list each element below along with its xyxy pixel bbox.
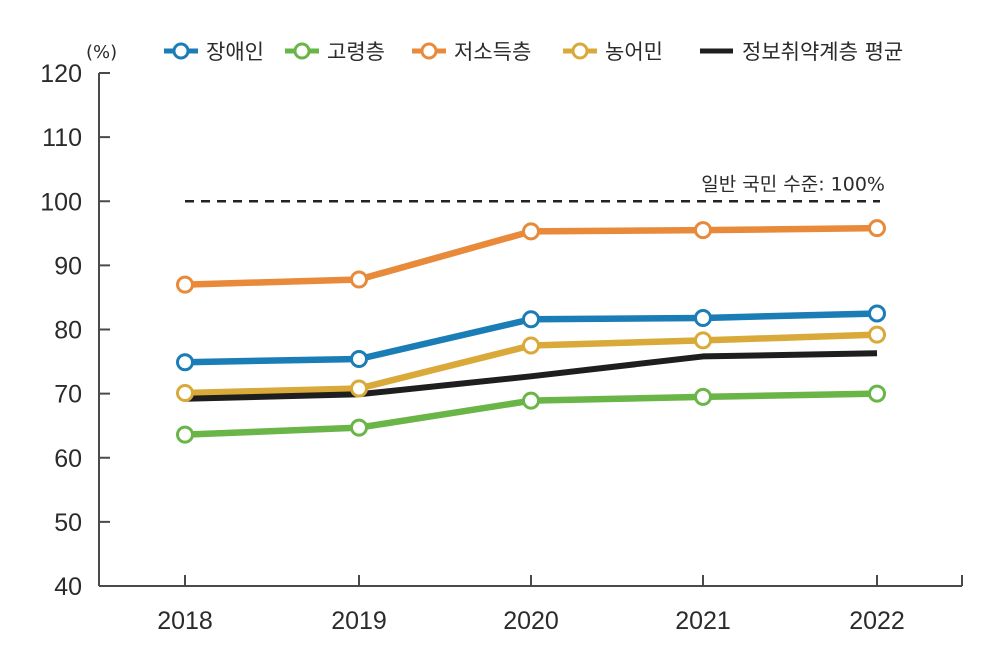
legend-item: 정보취약계층 평균 [700, 40, 903, 64]
legend-item: 고령층 [285, 40, 385, 64]
data-point [868, 384, 886, 403]
legend-marker-icon [420, 42, 438, 60]
data-point [522, 310, 540, 329]
legend-label: 정보취약계층 평균 [742, 40, 903, 64]
data-point [694, 387, 712, 406]
y-tick-label: 110 [42, 124, 82, 152]
x-tick-label: 2018 [157, 607, 213, 635]
data-point [694, 221, 712, 240]
legend-label: 장애인 [206, 40, 264, 64]
data-point [868, 304, 886, 323]
y-ticks: 40 50 60 70 80 90 100 110 120 [40, 60, 110, 601]
data-point [350, 418, 368, 437]
data-point [868, 219, 886, 238]
legend-marker-icon [172, 42, 190, 60]
axes [98, 73, 963, 587]
data-point [522, 336, 540, 355]
x-tick-label: 2021 [675, 607, 731, 635]
y-tick-label: 90 [54, 252, 82, 280]
series-layer [176, 219, 886, 444]
data-point [350, 270, 368, 289]
data-point [350, 379, 368, 398]
legend-item: 저소득층 [412, 40, 531, 64]
data-point [176, 425, 194, 444]
reference-line-group: 일반 국민 수준: 100% [185, 173, 885, 203]
y-tick-label: 60 [54, 445, 82, 473]
data-point [868, 325, 886, 344]
series-line [184, 350, 878, 402]
data-point [176, 383, 194, 402]
legend-marker-icon [293, 42, 311, 60]
data-point [694, 331, 712, 350]
y-tick-label: 70 [54, 381, 82, 409]
y-tick-label: 80 [54, 317, 82, 345]
data-point [350, 349, 368, 368]
legend: 장애인 고령층 저소득층 농어민 정보취약계층 평균 [164, 40, 903, 64]
y-tick-label: 120 [40, 60, 82, 88]
reference-line-label: 일반 국민 수준: 100% [701, 173, 885, 195]
legend-item: 농어민 [563, 40, 663, 64]
data-point [522, 391, 540, 410]
y-tick-label: 50 [54, 509, 82, 537]
legend-item: 장애인 [164, 40, 264, 64]
data-point [176, 275, 194, 294]
x-tick-label: 2020 [503, 607, 559, 635]
legend-label: 저소득층 [454, 40, 531, 64]
y-tick-label: 40 [54, 573, 82, 601]
data-point [694, 308, 712, 327]
legend-label: 고령층 [327, 40, 385, 64]
x-tick-label: 2022 [849, 607, 905, 635]
y-unit-label: (%) [86, 42, 117, 63]
data-point [176, 353, 194, 372]
x-ticks: 2018 2019 2020 2021 2022 [157, 575, 905, 635]
legend-label: 농어민 [605, 40, 663, 64]
data-point [522, 222, 540, 241]
x-tick-label: 2019 [331, 607, 387, 635]
y-tick-label: 100 [40, 188, 82, 216]
legend-marker-icon [571, 42, 589, 60]
